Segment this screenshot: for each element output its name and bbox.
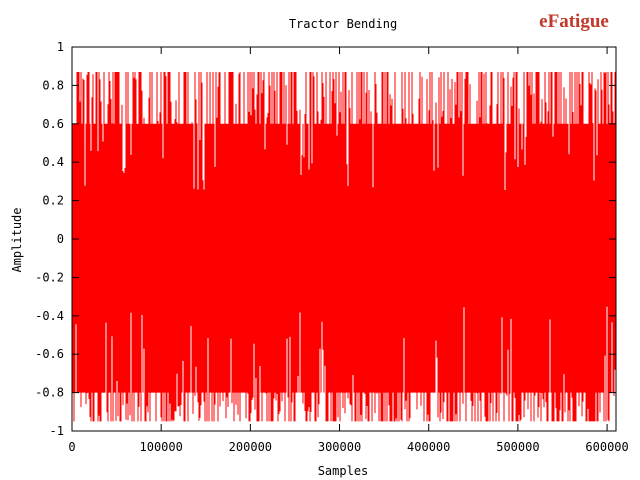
y-axis-label: Amplitude bbox=[10, 207, 24, 272]
y-tick-label: -0.4 bbox=[35, 309, 64, 323]
y-tick-label: 0.4 bbox=[42, 155, 64, 169]
signal-line bbox=[72, 72, 616, 422]
y-tick-label: 0.6 bbox=[42, 117, 64, 131]
y-tick-label: 0.8 bbox=[42, 78, 64, 92]
y-tick-label: -0.8 bbox=[35, 386, 64, 400]
x-tick-label: 400000 bbox=[407, 440, 450, 454]
y-tick-label: 0 bbox=[57, 232, 64, 246]
y-tick-label: -1 bbox=[50, 424, 64, 438]
y-axis: -1 -0.8 -0.6 -0.4 -0.2 0 0.2 0.4 0.6 0.8 1 bbox=[35, 40, 616, 438]
signal-series-tractor-bending bbox=[72, 72, 616, 422]
x-tick-label: 500000 bbox=[496, 440, 539, 454]
chart-title: Tractor Bending bbox=[289, 17, 397, 31]
x-axis-label: Samples bbox=[318, 464, 369, 478]
y-tick-label: 0.2 bbox=[42, 194, 64, 208]
x-axis: 0 100000 200000 300000 400000 500000 600000 bbox=[68, 47, 629, 454]
efatigue-logo: eFatigue bbox=[539, 11, 609, 32]
x-tick-label: 0 bbox=[68, 440, 75, 454]
y-tick-label: -0.2 bbox=[35, 270, 64, 284]
x-tick-label: 300000 bbox=[318, 440, 361, 454]
x-tick-label: 600000 bbox=[585, 440, 628, 454]
x-tick-label: 200000 bbox=[229, 440, 272, 454]
y-tick-label: 1 bbox=[57, 40, 64, 54]
y-tick-label: -0.6 bbox=[35, 347, 64, 361]
x-tick-label: 100000 bbox=[140, 440, 183, 454]
